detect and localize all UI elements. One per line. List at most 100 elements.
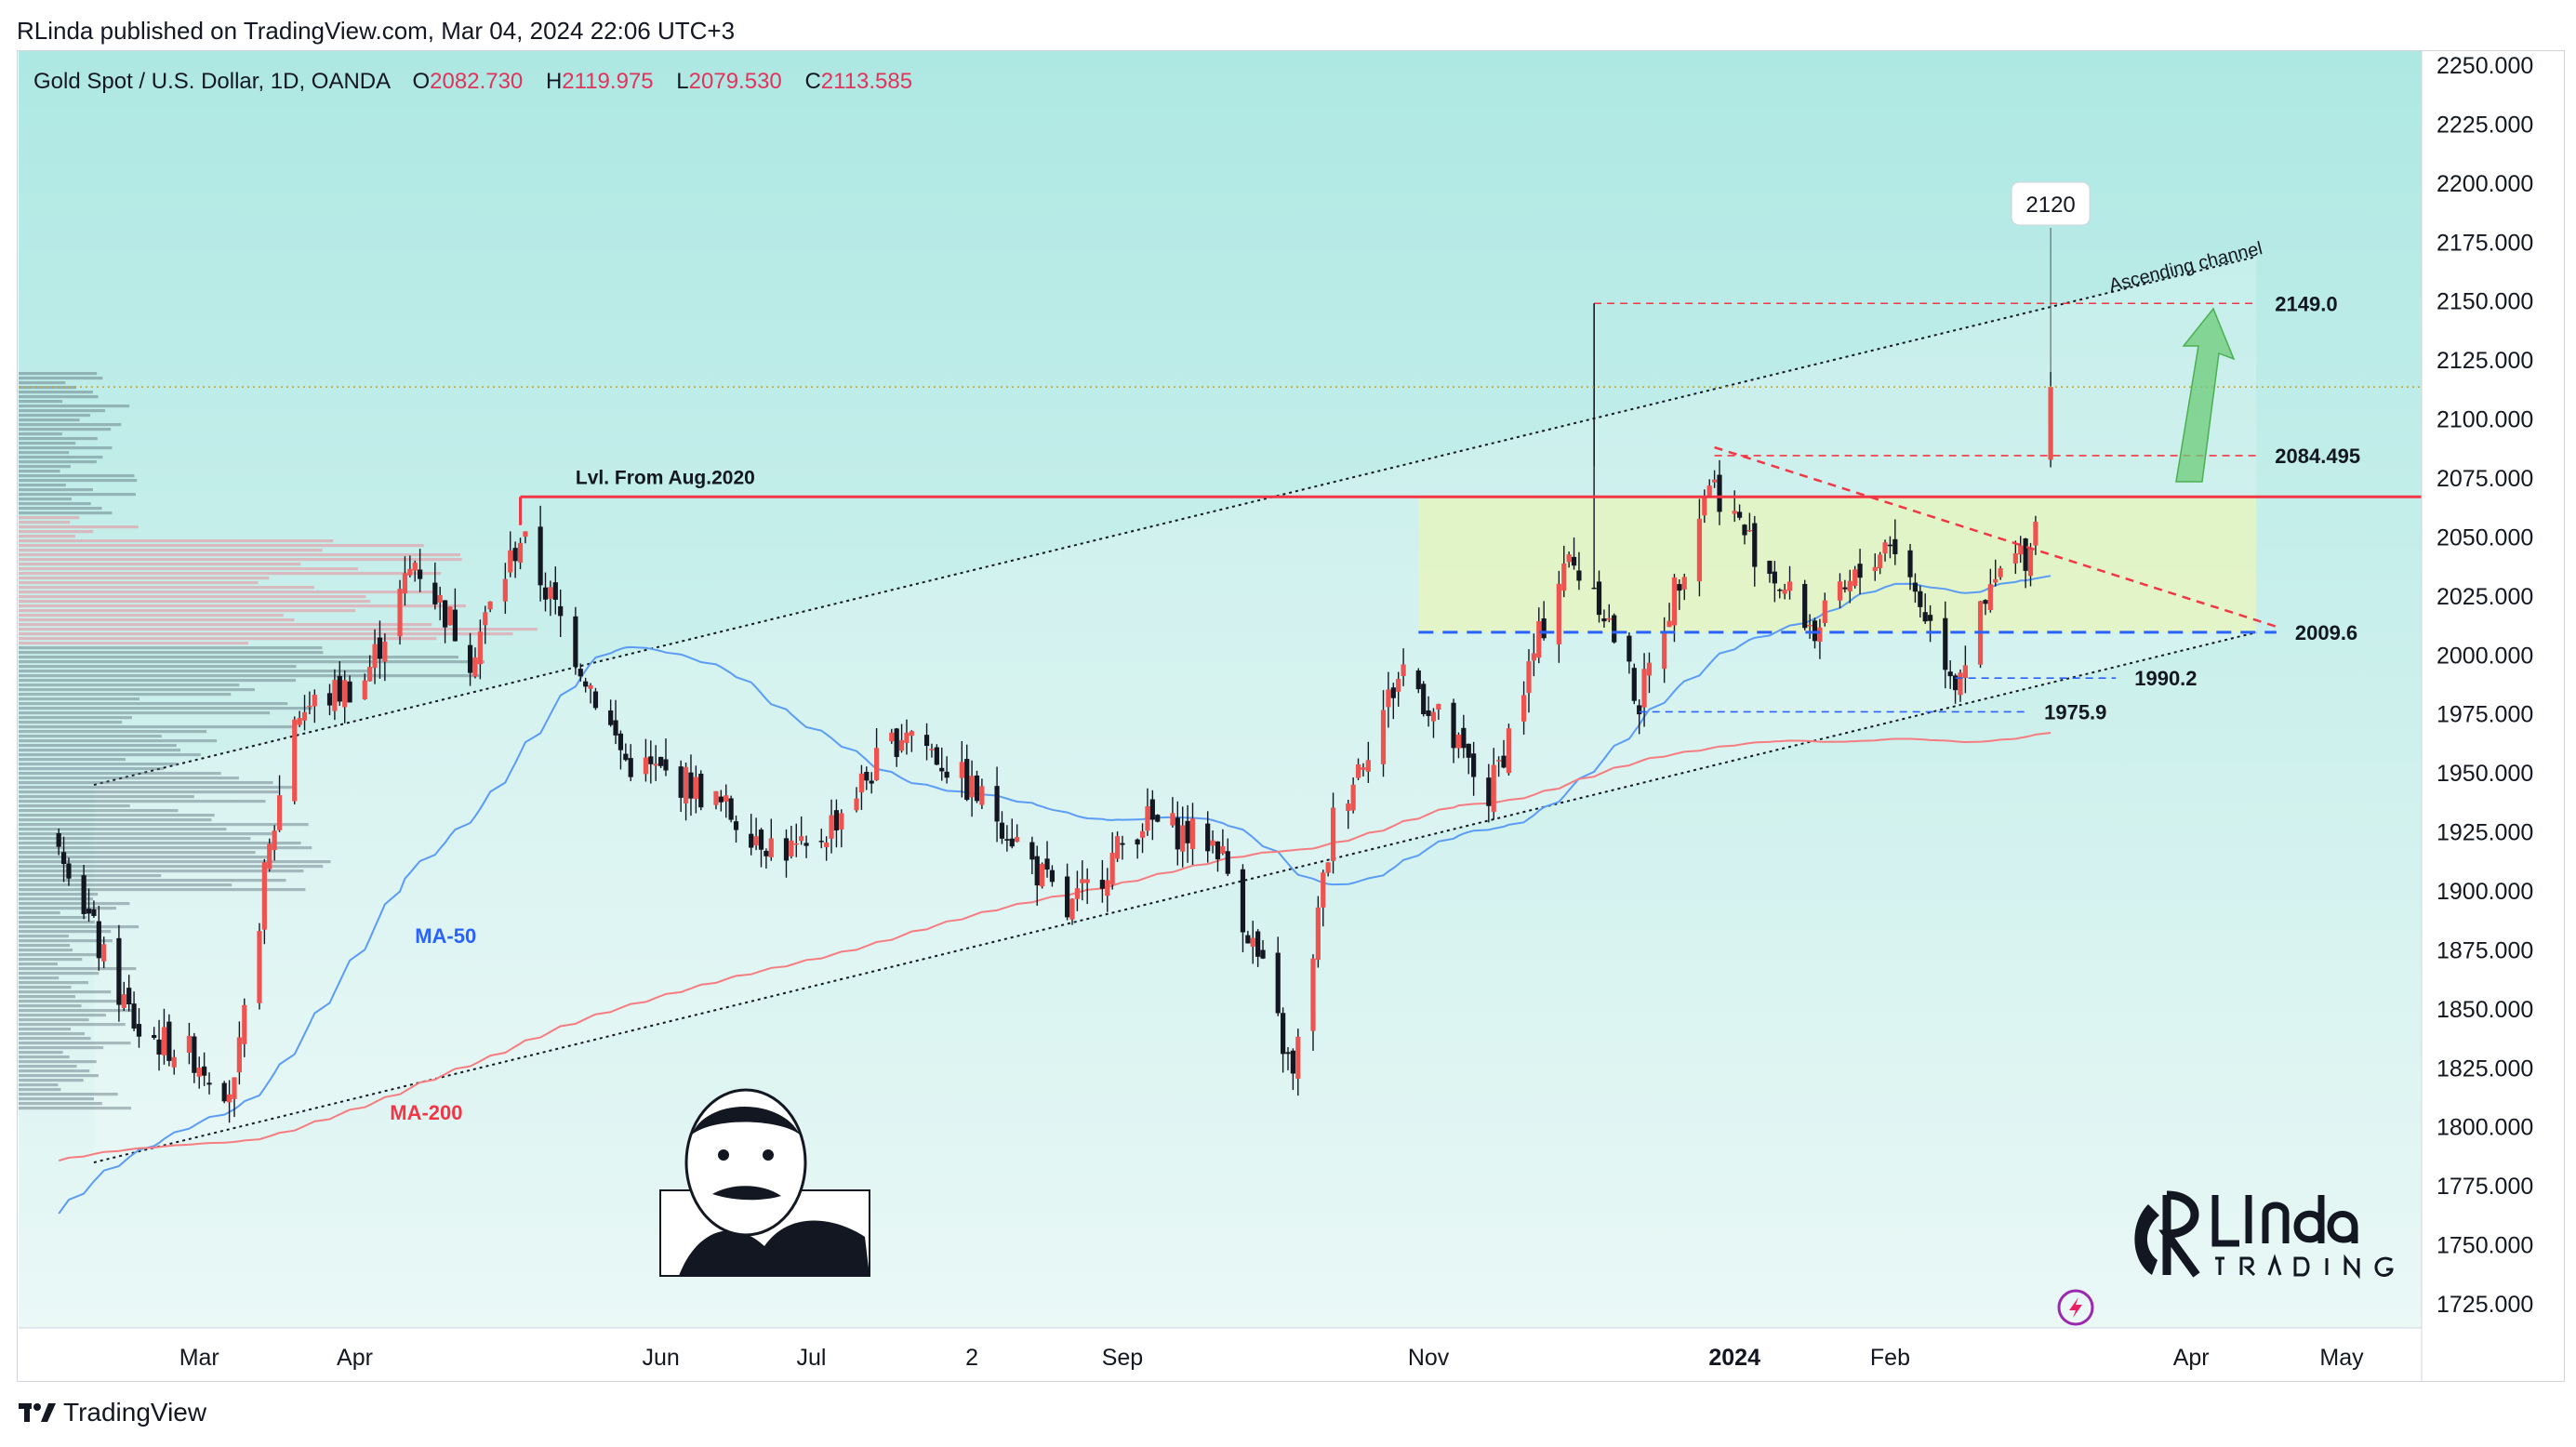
candle-body [1872,566,1878,571]
candle [1210,830,1215,854]
candle [1260,939,1266,960]
candle [1882,539,1888,562]
candle [1531,633,1536,677]
volume-profile-bar [19,990,112,994]
candle [718,790,724,812]
candle-body [944,771,949,778]
candle-body [292,719,298,802]
candle [272,825,277,861]
meme-suit [679,1220,870,1276]
x-tick-label: May [2319,1345,2364,1371]
volume-profile-bar [19,549,323,552]
candle-body [613,720,618,736]
chart-legend: Gold Spot / U.S. Dollar, 1D, OANDA O2082… [33,69,912,95]
candle-body [1149,799,1155,820]
candle [1325,862,1331,877]
candle-body [1786,581,1793,591]
price-chart[interactable]: 2149.0 2084.495 2009.6 1990.2 1975.9 2113.585… [0,0,2576,1395]
candle [121,981,126,1011]
candle [693,765,698,814]
candle-body [1952,675,1959,691]
candle-body [121,994,126,1008]
candle-body [964,759,970,801]
candle-body [974,775,980,802]
candle [206,1072,212,1095]
volume-profile-bar [19,1065,77,1069]
candle-body [56,833,61,847]
candle [1255,929,1261,967]
volume-profile-bar [19,902,130,906]
candle [508,531,513,577]
candle [1702,489,1707,524]
candle [1109,831,1115,890]
candle [854,787,859,813]
candle-body [1180,825,1186,852]
candle [2048,371,2053,468]
volume-profile-bar [19,377,103,380]
volume-profile-bar [19,586,314,590]
volume-profile-bar [19,1051,63,1055]
volume-profile-bar [19,921,96,924]
volume-profile-bar [19,846,312,850]
candle [1380,690,1387,777]
volume-profile-bar [19,883,232,887]
candle-body [332,680,338,711]
candle-body [1049,870,1056,883]
candle-body [1677,584,1682,591]
candle [372,629,378,684]
ma50-annotation: MA-50 [415,924,476,948]
candle [1912,573,1919,604]
candle-body [1501,755,1507,768]
candle-body [824,842,830,847]
candle [477,619,483,680]
candle [1421,681,1427,717]
candle [96,906,101,971]
candle-body [898,739,905,751]
candle [793,823,799,857]
candle [1807,614,1812,639]
candle-body [934,747,939,765]
volume-profile-bar [19,581,259,585]
candle-body [397,589,403,637]
candle-body [418,569,423,579]
volume-profile-bar [19,488,93,492]
footer-brand[interactable]: TradingView [19,1398,206,1427]
volume-profile-bar [19,944,71,948]
volume-profile-bar [19,432,62,436]
candle-body [688,772,694,799]
candle-body [307,705,312,708]
y-tick-label: 1875.000 [2437,937,2533,963]
candle-body [718,796,724,803]
candle-body [1250,937,1255,947]
volume-profile-bar [19,939,113,943]
candle-body [1105,880,1110,896]
candle-body [1210,840,1215,846]
candle [724,784,729,818]
meme-eye [718,1149,729,1161]
candle-body [301,711,308,721]
volume-profile-bar [19,856,272,859]
candle-body [1361,767,1366,770]
candle [628,744,633,782]
candle-body [1255,931,1261,957]
candle-body [1350,784,1356,811]
candle-body [1842,587,1848,590]
volume-profile-bar [19,735,162,738]
candle-body [829,815,834,839]
candle [1566,551,1572,568]
volume-profile-bar [19,790,279,794]
candle-body [2027,547,2034,577]
candle [1631,663,1637,705]
candle-body [382,641,388,662]
candle-body [1099,880,1105,889]
candle [166,1014,172,1067]
volume-profile-bar [19,460,97,464]
candle [1365,741,1371,783]
candle-body [753,836,759,846]
candle-body [1907,550,1913,577]
candle-body [192,1036,197,1073]
channel-lower-line [93,631,2257,1163]
candle [196,1056,202,1089]
candle [1612,613,1617,644]
candle [1015,824,1020,843]
